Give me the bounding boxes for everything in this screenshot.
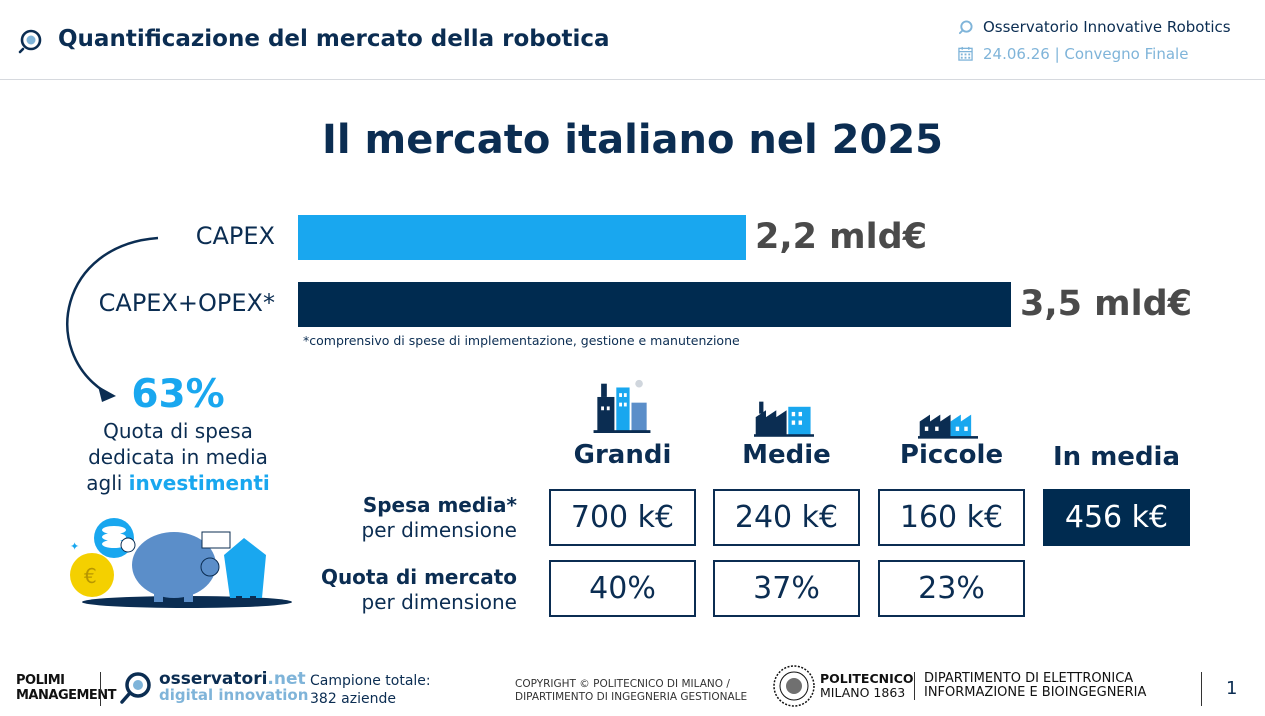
row-label-spesa-media: Spesa media* per dimensione xyxy=(362,493,518,543)
footer-divider xyxy=(914,672,915,700)
row-label-bold: Spesa media* xyxy=(362,493,517,517)
row-label-quota-mercato: Quota di mercato per dimensione xyxy=(321,565,517,615)
cell-quota-medie: 37% xyxy=(713,560,860,617)
copyright-line1: COPYRIGHT © POLITECNICO DI MILANO / xyxy=(515,678,730,690)
bar-label-capex-opex: CAPEX+OPEX* xyxy=(98,289,275,317)
cell-quota-piccole: 23% xyxy=(878,560,1025,617)
department-line2: INFORMAZIONE E BIOINGEGNERIA xyxy=(924,685,1147,700)
osservatori-logo-text: osservatori.net xyxy=(159,669,306,689)
sample-size-label: Campione totale: xyxy=(310,673,431,689)
bar-value-capex: 2,2 mld€ xyxy=(755,217,928,257)
share-description: Quota di spesa dedicata in media agli in… xyxy=(68,418,288,496)
osservatori-magnifier-icon xyxy=(120,672,151,704)
magnifier-logo-icon xyxy=(18,29,42,54)
svg-text:✦: ✦ xyxy=(70,540,79,553)
osservatori-word: osservatori xyxy=(159,669,268,689)
cell-spesa-piccole: 160 k€ xyxy=(878,489,1025,546)
large-factory-icon xyxy=(593,379,651,433)
sample-size-value: 382 aziende xyxy=(310,691,396,707)
bar-footnote: *comprensivo di spese di implementazione… xyxy=(303,333,740,348)
share-line1: Quota di spesa xyxy=(103,419,253,443)
polimi-management-logo: POLIMI MANAGEMENT xyxy=(16,673,117,703)
share-line2: dedicata in media xyxy=(88,445,268,469)
polimi-logo-line1: POLIMI xyxy=(16,673,65,688)
row-label-bold: Quota di mercato xyxy=(320,565,517,589)
header-org: Osservatorio Innovative Robotics xyxy=(983,18,1231,36)
page-number: 1 xyxy=(1226,678,1238,699)
header-date-event: 24.06.26 | Convegno Finale xyxy=(983,45,1189,63)
header-title: Quantificazione del mercato della roboti… xyxy=(58,26,610,52)
sample-size: Campione totale: 382 aziende xyxy=(310,672,431,708)
row-label-sub: per dimensione xyxy=(361,518,518,542)
bar-capex-opex xyxy=(298,282,1011,327)
footer-divider xyxy=(1201,672,1202,706)
bar-label-capex: CAPEX xyxy=(195,222,275,250)
share-line3-highlight: investimenti xyxy=(128,471,270,495)
row-label-sub: per dimensione xyxy=(361,590,518,614)
calendar-icon xyxy=(958,46,973,61)
medium-factory-icon xyxy=(754,401,814,437)
column-header-medie: Medie xyxy=(742,440,831,470)
coins-piggy-bank-illustration: € ✦ xyxy=(70,518,292,608)
politecnico-line1: POLITECNICO xyxy=(820,671,914,686)
department-line1: DIPARTIMENTO DI ELETTRONICA xyxy=(924,671,1134,686)
small-factory-icon xyxy=(918,414,978,439)
cell-quota-grandi: 40% xyxy=(549,560,696,617)
share-line3: agli investimenti xyxy=(68,470,288,496)
cell-spesa-medie: 240 k€ xyxy=(713,489,860,546)
column-header-in-media: In media xyxy=(1052,442,1181,472)
osservatori-logo-subtitle: digital innovation xyxy=(159,686,309,704)
politecnico-logo-text: POLITECNICO MILANO 1863 xyxy=(820,672,914,700)
copyright: COPYRIGHT © POLITECNICO DI MILANO / DIPA… xyxy=(515,678,747,704)
cell-spesa-grandi: 700 k€ xyxy=(549,489,696,546)
header-divider xyxy=(0,79,1265,80)
polimi-logo-line2: MANAGEMENT xyxy=(16,688,117,703)
copyright-line2: DIPARTIMENTO DI INGEGNERIA GESTIONALE xyxy=(515,691,748,703)
svg-text:€: € xyxy=(84,564,97,588)
share-percent: 63% xyxy=(131,372,225,417)
politecnico-seal-icon xyxy=(773,665,815,707)
department-name: DIPARTIMENTO DI ELETTRONICA INFORMAZIONE… xyxy=(924,672,1146,700)
share-line3-prefix: agli xyxy=(86,471,129,495)
curved-arrow-icon xyxy=(66,236,159,402)
politecnico-line2: MILANO 1863 xyxy=(820,685,906,700)
column-header-piccole: Piccole xyxy=(899,440,1004,470)
footer-divider xyxy=(100,672,101,706)
bar-value-capex-opex: 3,5 mld€ xyxy=(1020,284,1193,324)
column-header-grandi: Grandi xyxy=(573,440,672,470)
osservatori-suffix: .net xyxy=(267,669,306,689)
bar-capex xyxy=(298,215,746,260)
magnifier-icon xyxy=(958,20,973,35)
main-title: Il mercato italiano nel 2025 xyxy=(322,117,943,163)
cell-spesa-in-media: 456 k€ xyxy=(1043,489,1190,546)
